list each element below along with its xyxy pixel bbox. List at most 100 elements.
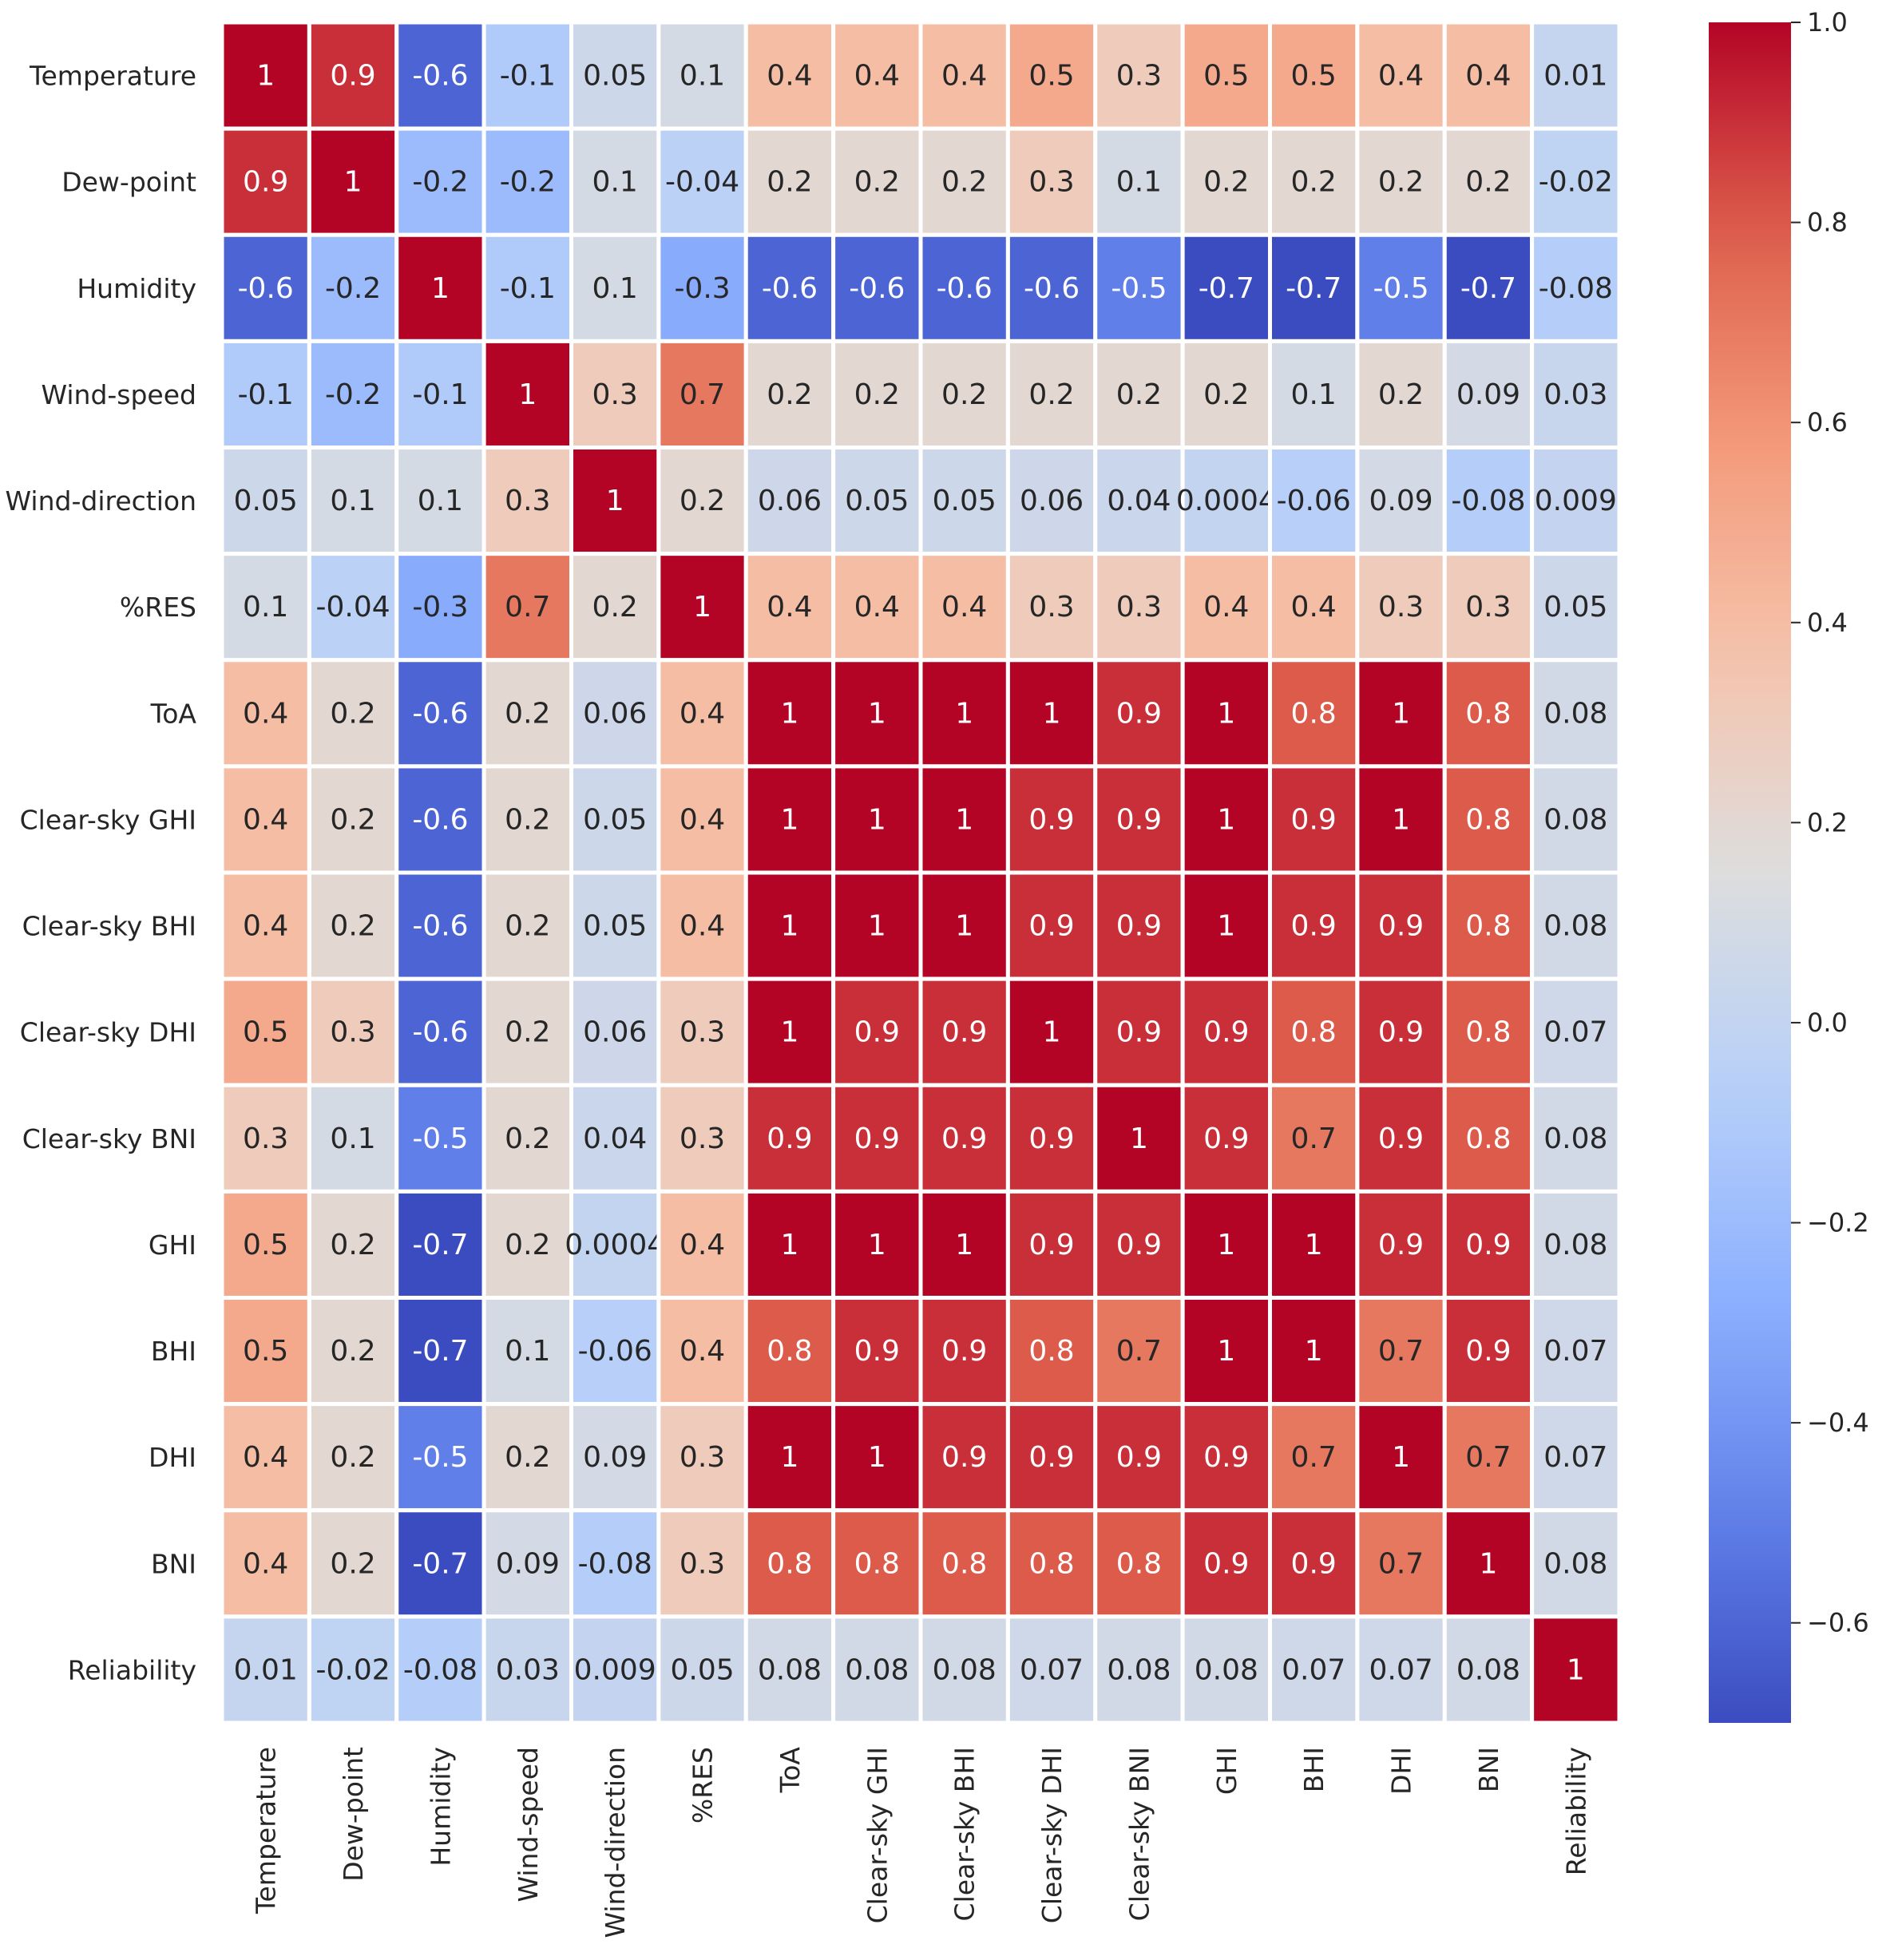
cell-value-label: 0.2	[680, 485, 725, 517]
cell-value-label: 0.9	[1465, 1229, 1511, 1261]
cell-value-label: 0.9	[1203, 1016, 1249, 1049]
heatmap-cell	[1005, 1402, 1098, 1513]
cell-value-label: -0.3	[674, 272, 730, 305]
cell-value-label: 0.2	[330, 1229, 375, 1261]
heatmap-cell	[1442, 20, 1535, 131]
cell-value-label: 0.9	[854, 1016, 900, 1049]
cell-value-label: 0.08	[845, 1653, 909, 1686]
heatmap-cell	[1355, 976, 1447, 1087]
heatmap-cell	[831, 1402, 923, 1513]
cell-value-label: 0.2	[1291, 166, 1337, 199]
cell-value-label: 0.5	[243, 1335, 288, 1368]
cell-value-label: 0.9	[1116, 1016, 1162, 1049]
cell-value-label: -0.7	[1460, 272, 1516, 305]
cell-value-label: 0.8	[1465, 697, 1511, 730]
cell-value-label: 0.3	[330, 1016, 375, 1049]
heatmap-cell	[1530, 339, 1622, 449]
cell-value-label: 0.7	[1378, 1547, 1424, 1580]
heatmap-cell	[1180, 20, 1272, 131]
heatmap-cell	[1530, 1189, 1622, 1300]
cell-value-label: 0.06	[1020, 485, 1084, 517]
cell-value-label: 0.05	[1543, 591, 1607, 624]
cell-value-label: 0.8	[767, 1547, 812, 1580]
heatmap-cell	[1530, 1083, 1622, 1194]
cell-value-label: 0.9	[1378, 1123, 1424, 1155]
heatmap-cell	[1355, 1508, 1447, 1619]
heatmap-cell	[1530, 126, 1622, 237]
cell-value-label: 0.08	[1543, 1229, 1607, 1261]
heatmap-cell	[481, 1614, 573, 1725]
cell-value-label: -0.04	[315, 591, 390, 624]
cell-value-label: 0.2	[592, 591, 638, 624]
cell-value-label: -0.1	[412, 378, 468, 411]
heatmap-cell	[918, 445, 1010, 556]
cell-value-label: 0.3	[1028, 166, 1074, 199]
heatmap-cell	[1442, 445, 1535, 556]
cell-value-label: -0.6	[412, 1016, 468, 1049]
cell-value-label: 0.9	[1203, 1441, 1249, 1474]
colorbar-tick-label: 1.0	[1807, 7, 1848, 38]
cell-value-label: 0.9	[767, 1123, 812, 1155]
cell-value-label: 1	[1217, 803, 1235, 836]
cell-value-label: 0.08	[1543, 697, 1607, 730]
cell-value-label: 0.08	[1543, 910, 1607, 943]
cell-value-label: 0.08	[1107, 1653, 1171, 1686]
heatmap-cell	[1268, 658, 1360, 769]
cell-value-label: 0.9	[1116, 697, 1162, 730]
cell-value-label: 0.4	[941, 591, 987, 624]
cell-value-label: -0.02	[1539, 166, 1613, 199]
heatmap-cell	[656, 1508, 748, 1619]
heatmap-cell	[743, 1189, 836, 1300]
cell-value-label: 0.4	[1203, 591, 1249, 624]
cell-value-label: 1	[606, 485, 624, 517]
heatmap-cell	[656, 1189, 748, 1300]
cell-value-label: 1	[955, 1229, 973, 1261]
x-tick-label: Clear-sky DHI	[1036, 1747, 1068, 1923]
heatmap-cell	[831, 1296, 923, 1407]
heatmap-cell	[831, 1083, 923, 1194]
cell-value-label: 0.4	[680, 697, 725, 730]
cell-value-label: 0.4	[1291, 591, 1337, 624]
cell-value-label: 0.3	[1028, 591, 1074, 624]
cell-value-label: 0.08	[1543, 1547, 1607, 1580]
heatmap-cell	[1355, 1083, 1447, 1194]
cell-value-label: 0.9	[854, 1123, 900, 1155]
cell-value-label: 1	[518, 378, 537, 411]
heatmap-cell	[918, 764, 1010, 875]
heatmap-cell	[1005, 1614, 1098, 1725]
cell-value-label: -0.5	[412, 1123, 468, 1155]
cell-value-label: 0.07	[1282, 1653, 1345, 1686]
cell-value-label: 0.9	[1378, 1229, 1424, 1261]
heatmap-cell	[394, 1296, 486, 1407]
heatmap-cell	[1442, 1508, 1535, 1619]
cell-value-label: 0.3	[592, 378, 638, 411]
heatmap-cell	[656, 1614, 748, 1725]
cell-value-label: 0.2	[767, 166, 812, 199]
cell-value-label: 0.03	[496, 1653, 560, 1686]
y-tick-label: Humidity	[77, 273, 196, 304]
cell-value-label: 0.01	[1543, 60, 1607, 93]
heatmap-cell	[1530, 976, 1622, 1087]
heatmap-cell	[1005, 764, 1098, 875]
cell-value-label: 0.9	[1378, 910, 1424, 943]
heatmap-cell	[1442, 976, 1535, 1087]
cell-value-label: 0.9	[1028, 1123, 1074, 1155]
heatmap-cell	[1355, 1402, 1447, 1513]
cell-value-label: 0.4	[243, 1441, 288, 1474]
colorbar-tick-label: −0.6	[1807, 1608, 1869, 1638]
cell-value-label: 0.2	[505, 1229, 550, 1261]
y-tick-label: %RES	[120, 592, 196, 623]
cell-value-label: 1	[1043, 697, 1061, 730]
cell-value-label: -0.1	[500, 272, 556, 305]
heatmap-cell	[569, 552, 661, 663]
heatmap-cell	[220, 1402, 311, 1513]
x-tick-label: BNI	[1473, 1747, 1504, 1792]
cell-value-label: 0.9	[1203, 1547, 1249, 1580]
cell-value-label: 0.2	[330, 1335, 375, 1368]
cell-value-label: 1	[344, 166, 363, 199]
heatmap-cell	[1355, 1189, 1447, 1300]
heatmap-cell	[1093, 339, 1185, 449]
heatmap-cell	[918, 232, 1010, 343]
cell-value-label: 0.1	[680, 60, 725, 93]
heatmap-cell	[1355, 1296, 1447, 1407]
